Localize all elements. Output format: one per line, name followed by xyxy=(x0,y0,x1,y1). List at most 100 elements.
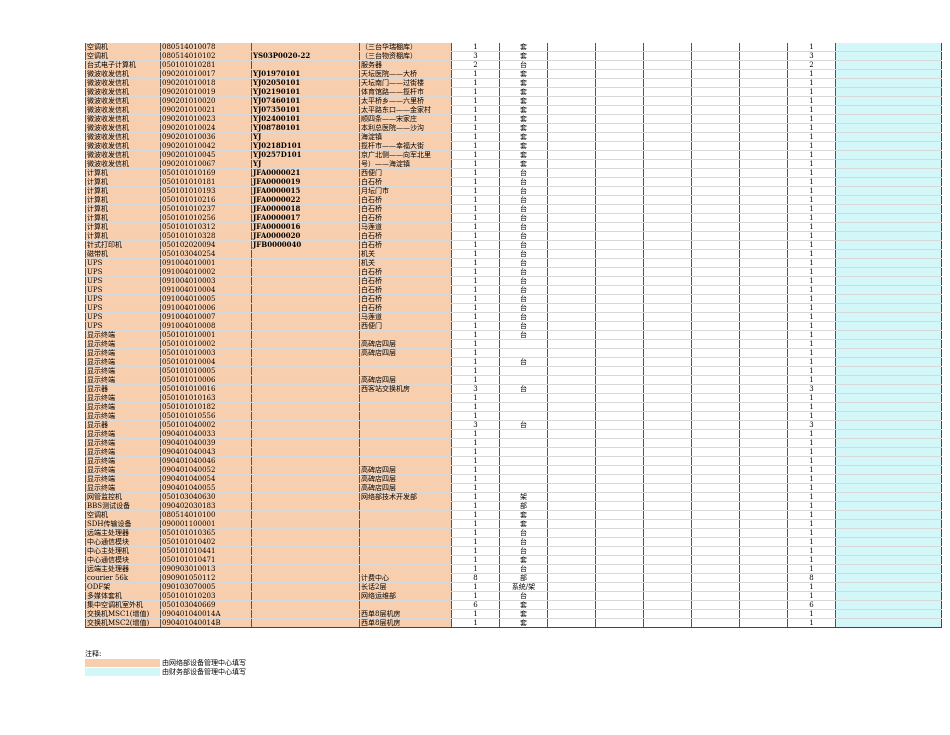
table-cell[interactable] xyxy=(643,303,692,313)
table-cell[interactable] xyxy=(691,609,740,619)
table-cell[interactable] xyxy=(643,402,692,412)
table-cell[interactable] xyxy=(547,375,596,385)
table-cell[interactable] xyxy=(643,366,692,376)
table-cell[interactable] xyxy=(739,357,788,367)
table-cell[interactable] xyxy=(643,132,692,142)
table-cell[interactable]: 1 xyxy=(787,186,836,196)
table-cell[interactable] xyxy=(359,420,452,430)
table-cell[interactable] xyxy=(595,600,644,610)
table-cell[interactable] xyxy=(835,384,942,394)
table-cell[interactable] xyxy=(643,519,692,529)
table-cell[interactable] xyxy=(251,294,360,304)
table-cell[interactable] xyxy=(595,573,644,583)
table-cell[interactable] xyxy=(595,330,644,340)
table-cell[interactable]: 091004010004 xyxy=(160,285,252,295)
table-cell[interactable] xyxy=(547,582,596,592)
table-cell[interactable] xyxy=(691,366,740,376)
table-cell[interactable]: 1 xyxy=(787,357,836,367)
table-cell[interactable] xyxy=(835,591,942,601)
table-cell[interactable] xyxy=(547,618,596,628)
table-cell[interactable]: 1 xyxy=(787,285,836,295)
table-cell[interactable] xyxy=(643,96,692,106)
table-cell[interactable] xyxy=(547,546,596,556)
table-cell[interactable]: 050102020094 xyxy=(160,240,252,250)
table-cell[interactable] xyxy=(595,546,644,556)
table-cell[interactable] xyxy=(547,240,596,250)
table-cell[interactable]: 显示终端 xyxy=(85,330,161,340)
table-cell[interactable]: 1 xyxy=(451,591,500,601)
table-cell[interactable] xyxy=(547,339,596,349)
table-cell[interactable] xyxy=(251,375,360,385)
table-cell[interactable] xyxy=(835,258,942,268)
table-cell[interactable] xyxy=(643,330,692,340)
table-cell[interactable]: 微波收发信机 xyxy=(85,150,161,160)
table-cell[interactable] xyxy=(691,600,740,610)
table-cell[interactable]: 1 xyxy=(787,447,836,457)
table-cell[interactable]: 计算机 xyxy=(85,186,161,196)
table-cell[interactable]: 090201010019 xyxy=(160,87,252,97)
table-cell[interactable] xyxy=(691,591,740,601)
table-cell[interactable]: 050101010237 xyxy=(160,204,252,214)
table-cell[interactable] xyxy=(643,420,692,430)
table-cell[interactable] xyxy=(643,69,692,79)
table-cell[interactable] xyxy=(835,240,942,250)
table-cell[interactable] xyxy=(643,105,692,115)
table-cell[interactable]: 空调机 xyxy=(85,43,161,52)
table-cell[interactable]: 台 xyxy=(499,222,548,232)
table-cell[interactable]: 1 xyxy=(451,114,500,124)
table-cell[interactable] xyxy=(739,384,788,394)
table-cell[interactable] xyxy=(595,222,644,232)
table-cell[interactable]: 台 xyxy=(499,321,548,331)
table-cell[interactable]: 微波收发信机 xyxy=(85,87,161,97)
table-cell[interactable] xyxy=(643,429,692,439)
table-cell[interactable]: 集中空调机室外机 xyxy=(85,600,161,610)
table-cell[interactable] xyxy=(739,240,788,250)
table-cell[interactable] xyxy=(359,357,452,367)
table-cell[interactable]: 050101010402 xyxy=(160,537,252,547)
table-cell[interactable] xyxy=(643,555,692,565)
table-cell[interactable]: 091004010008 xyxy=(160,321,252,331)
table-cell[interactable] xyxy=(691,141,740,151)
table-cell[interactable] xyxy=(251,384,360,394)
table-cell[interactable]: 1 xyxy=(787,150,836,160)
table-cell[interactable]: 1 xyxy=(451,78,500,88)
table-cell[interactable]: 1 xyxy=(787,474,836,484)
table-cell[interactable] xyxy=(499,447,548,457)
table-cell[interactable]: 白石桥 xyxy=(359,231,452,241)
table-cell[interactable]: 台 xyxy=(499,240,548,250)
table-cell[interactable] xyxy=(595,618,644,628)
table-cell[interactable]: 1 xyxy=(451,582,500,592)
table-cell[interactable] xyxy=(643,501,692,511)
table-cell[interactable] xyxy=(595,420,644,430)
table-cell[interactable] xyxy=(739,501,788,511)
table-cell[interactable]: 微波收发信机 xyxy=(85,159,161,169)
table-cell[interactable]: 1 xyxy=(787,177,836,187)
table-cell[interactable] xyxy=(739,528,788,538)
table-cell[interactable] xyxy=(251,321,360,331)
table-cell[interactable] xyxy=(547,69,596,79)
table-cell[interactable] xyxy=(251,429,360,439)
table-cell[interactable]: 3 xyxy=(451,384,500,394)
table-cell[interactable]: 太平桥乡——六里桥 xyxy=(359,96,452,106)
table-cell[interactable] xyxy=(499,393,548,403)
table-cell[interactable]: 1 xyxy=(451,159,500,169)
table-cell[interactable]: 080514010100 xyxy=(160,510,252,520)
table-cell[interactable] xyxy=(643,150,692,160)
table-cell[interactable]: 白石桥 xyxy=(359,285,452,295)
table-cell[interactable]: 马莲道 xyxy=(359,312,452,322)
table-cell[interactable] xyxy=(643,618,692,628)
table-cell[interactable]: 050101010193 xyxy=(160,186,252,196)
table-cell[interactable] xyxy=(595,348,644,358)
table-cell[interactable] xyxy=(359,438,452,448)
table-cell[interactable] xyxy=(547,591,596,601)
table-cell[interactable]: 1 xyxy=(787,537,836,547)
table-cell[interactable] xyxy=(359,564,452,574)
table-cell[interactable] xyxy=(835,618,942,628)
table-cell[interactable]: 1 xyxy=(787,348,836,358)
table-cell[interactable]: 1 xyxy=(787,267,836,277)
table-cell[interactable] xyxy=(643,51,692,61)
table-cell[interactable]: 1 xyxy=(451,465,500,475)
table-cell[interactable]: 计算机 xyxy=(85,204,161,214)
table-cell[interactable] xyxy=(643,348,692,358)
table-cell[interactable]: 1 xyxy=(451,618,500,628)
